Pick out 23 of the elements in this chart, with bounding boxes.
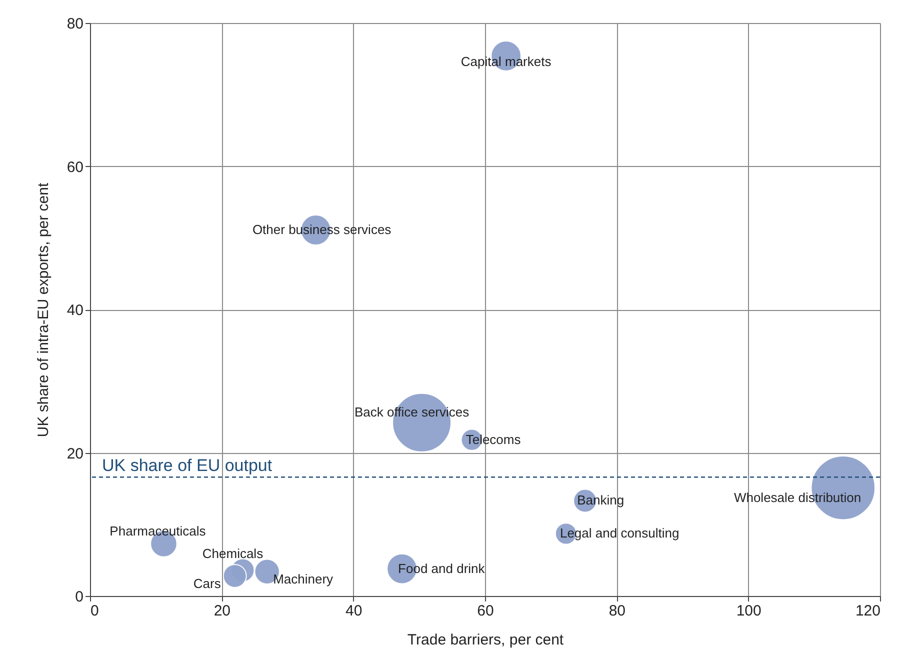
annotation: Cars (193, 576, 222, 591)
annotation: Pharmaceuticals (110, 524, 206, 539)
x-tick-label: 20 (214, 602, 231, 620)
x-tick-label: 0 (90, 602, 99, 620)
annotation: Machinery (273, 572, 334, 587)
x-axis-title: Trade barriers, per cent (407, 632, 564, 648)
annotation: Legal and consulting (560, 526, 680, 541)
x-tick-label: 100 (736, 602, 762, 620)
annotation: Chemicals (202, 546, 264, 562)
annotation: Banking (577, 492, 624, 508)
y-tick-label: 60 (66, 158, 84, 176)
annotation: Telecoms (466, 432, 522, 447)
y-tick-label: 80 (66, 16, 84, 32)
annotation: Capital markets (460, 54, 552, 69)
y-axis-title: UK share of intra-EU exports, per cent (34, 182, 52, 438)
x-tick-label: 120 (855, 602, 880, 620)
ref-line-label: UK share of EU output (102, 456, 272, 476)
y-tick-label: 20 (66, 445, 84, 462)
x-tick-label: 80 (608, 602, 626, 620)
y-tick-label: 0 (75, 588, 84, 606)
y-tick-label: 40 (66, 302, 84, 319)
x-tick-label: 40 (345, 602, 362, 620)
x-tick-label: 60 (477, 602, 494, 620)
